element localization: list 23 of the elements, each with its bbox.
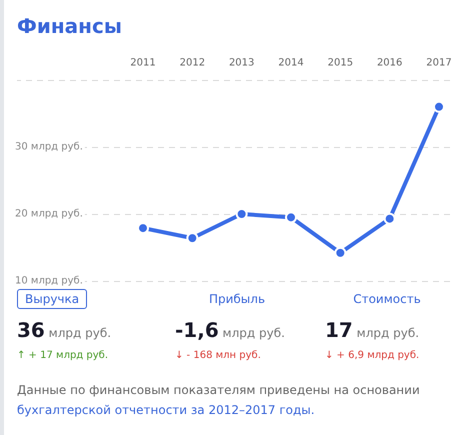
x-tick-label: 2016: [376, 58, 402, 69]
y-tick-label: 20 млрд руб.: [15, 208, 83, 220]
x-tick-label: 2012: [180, 58, 206, 69]
y-tick-label: 30 млрд руб.: [15, 142, 83, 153]
text: Прибыль: [208, 291, 266, 308]
text: Выручка: [17, 289, 88, 309]
text: Данные по финансовым показателям приведены на основании: [17, 383, 420, 397]
x-tick-label: 2015: [328, 58, 354, 69]
x-tick-label: 2014: [278, 58, 304, 69]
text: ↑ + 17 млрд руб.: [17, 350, 108, 361]
text: 17 млрд руб.: [325, 318, 420, 342]
text: -1,6 млрд руб.: [175, 318, 285, 342]
point: [384, 212, 396, 225]
text: ↓ - 168 млн руб.: [175, 350, 261, 361]
text: Стоимость: [352, 291, 422, 308]
y-tick-label: 10 млрд руб.: [15, 276, 83, 287]
text: бухгалтерской отчетности за 2012–2017 годы.: [17, 403, 315, 417]
text: 36 млрд руб.: [17, 318, 112, 342]
x-tick-label: 2013: [228, 58, 254, 69]
x-tick-label: 2017: [426, 58, 452, 69]
chart-title: Финансы: [17, 14, 122, 38]
text: ↓ + 6,9 млрд руб.: [325, 350, 420, 361]
x-tick-label: 2011: [130, 58, 156, 69]
